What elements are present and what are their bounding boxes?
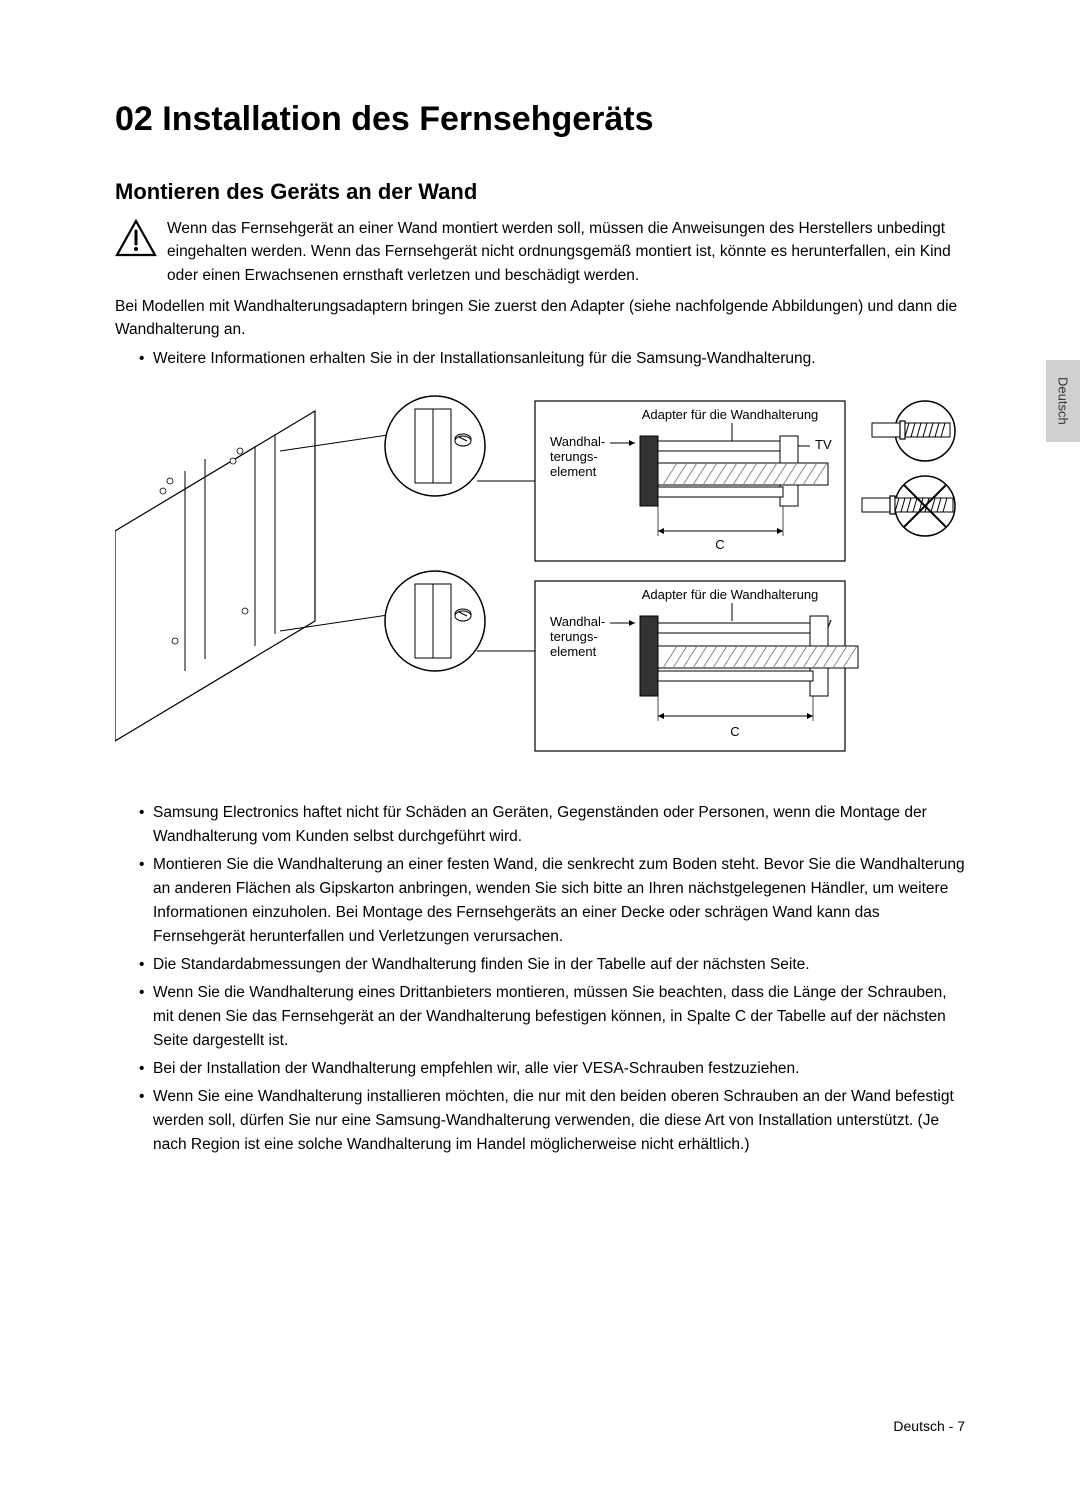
bracket-label-2a: Wandhal-	[550, 614, 605, 629]
list-item: Wenn Sie eine Wandhalterung installieren…	[139, 1085, 965, 1157]
adapter-label-bottom: Adapter für die Wandhalterung	[642, 587, 819, 602]
list-item: Montieren Sie die Wandhalterung an einer…	[139, 853, 965, 949]
dimension-c-top: C	[715, 537, 724, 552]
tv-label-top: TV	[815, 437, 832, 452]
bracket-label-1a: Wandhal-	[550, 434, 605, 449]
bracket-label-1b: terungs-	[550, 449, 598, 464]
list-item: Die Standardabmessungen der Wandhalterun…	[139, 953, 965, 977]
chapter-title: 02 Installation des Fernsehgeräts	[115, 100, 965, 139]
dimension-c-bottom: C	[730, 724, 739, 739]
chapter-title-text: Installation des Fernsehgeräts	[162, 100, 653, 138]
chapter-number: 02	[115, 100, 153, 138]
wall-mount-diagram: Adapter für die Wandhalterung Wandhal- t…	[115, 391, 965, 771]
page-footer: Deutsch - 7	[893, 1418, 965, 1434]
warning-text: Wenn das Fernsehgerät an einer Wand mont…	[167, 217, 965, 287]
warning-icon	[115, 219, 157, 257]
list-item: Weitere Informationen erhalten Sie in de…	[139, 347, 965, 371]
tv-bracket-illustration	[115, 411, 315, 741]
warnings-bullet-list: Samsung Electronics haftet nicht für Sch…	[115, 801, 965, 1157]
cross-section-bottom: Adapter für die Wandhalterung Wandhal- t…	[535, 581, 858, 751]
adapter-label-top: Adapter für die Wandhalterung	[642, 407, 819, 422]
info-bullet-top: Weitere Informationen erhalten Sie in de…	[115, 347, 965, 371]
bracket-label-2b: terungs-	[550, 629, 598, 644]
zoom-circle-bottom	[385, 571, 485, 671]
language-tab: Deutsch	[1046, 360, 1080, 442]
screw-allowed-icon	[872, 401, 955, 461]
bracket-label-2c: element	[550, 644, 597, 659]
section-title: Montieren des Geräts an der Wand	[115, 179, 965, 205]
list-item: Wenn Sie die Wandhalterung eines Drittan…	[139, 981, 965, 1053]
zoom-circle-top	[385, 396, 485, 496]
bracket-label-1c: element	[550, 464, 597, 479]
screw-not-allowed-icon	[862, 476, 955, 536]
cross-section-top: Adapter für die Wandhalterung Wandhal- t…	[535, 401, 845, 561]
paragraph-adapter-note: Bei Modellen mit Wandhalterungsadaptern …	[115, 295, 965, 342]
warning-block: Wenn das Fernsehgerät an einer Wand mont…	[115, 217, 965, 287]
list-item: Bei der Installation der Wandhalterung e…	[139, 1057, 965, 1081]
list-item: Samsung Electronics haftet nicht für Sch…	[139, 801, 965, 849]
